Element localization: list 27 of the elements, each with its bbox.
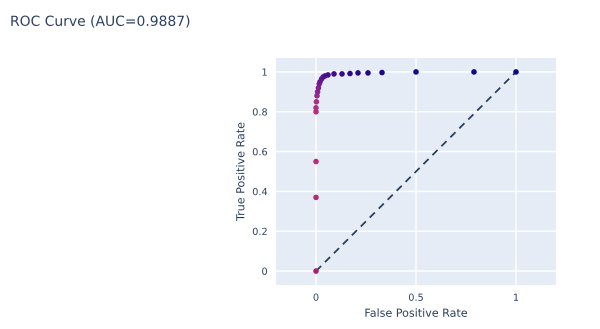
y-tick-label: 0 — [262, 268, 268, 275]
point — [365, 70, 371, 76]
x-tick-label: 0.5 — [408, 294, 423, 301]
y-tick-label: 0.2 — [252, 228, 267, 236]
point — [379, 70, 385, 76]
point — [331, 71, 337, 77]
point — [313, 105, 319, 111]
y-tick-label: 0.6 — [252, 148, 268, 156]
x-tick-label: 0 — [314, 294, 318, 301]
text: ROC Curve (AUC=0.9887) — [11, 15, 190, 28]
point — [339, 71, 345, 77]
y-tick-label: 0.8 — [252, 108, 267, 116]
point — [314, 99, 320, 105]
point — [355, 70, 361, 76]
point — [413, 69, 419, 75]
point — [347, 70, 353, 76]
point — [513, 69, 519, 75]
x-axis-title: False Positive Rate — [365, 308, 468, 317]
y-tick-label: 1 — [262, 68, 267, 76]
y-axis-title: True Positive Rate — [236, 122, 244, 222]
point — [313, 194, 319, 200]
x-tick-label: 1 — [514, 294, 518, 301]
y-tick-label: 0.4 — [252, 188, 268, 196]
point — [471, 69, 477, 75]
point — [325, 72, 331, 78]
point — [313, 268, 319, 274]
point — [313, 158, 319, 164]
